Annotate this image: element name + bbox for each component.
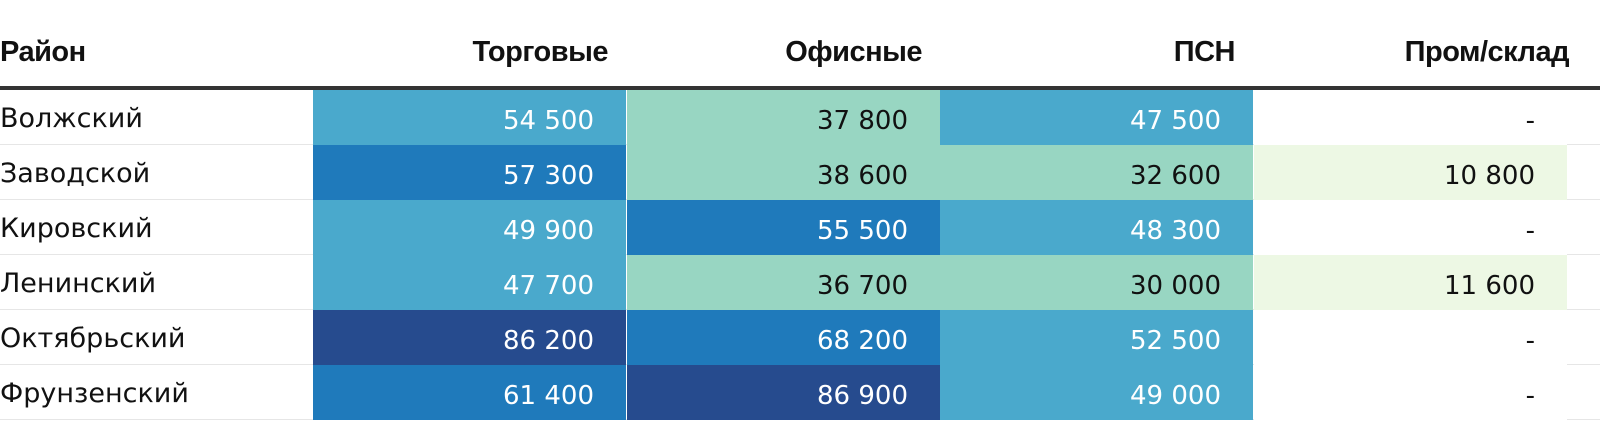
heat-cell-industrial: - <box>1254 310 1567 365</box>
column-header-office[interactable]: Офисные <box>785 36 922 68</box>
heat-cell-industrial: 11 600 <box>1254 255 1567 310</box>
heat-cell-psn: 30 000 <box>940 255 1253 310</box>
heat-cell-industrial: - <box>1254 365 1567 420</box>
heat-cell-office: 68 200 <box>627 310 940 365</box>
column-header-industrial[interactable]: Пром/склад <box>1404 36 1570 68</box>
row-label: Волжский <box>0 103 143 134</box>
heat-cell-retail: 86 200 <box>313 310 626 365</box>
row-label: Октябрьский <box>0 323 186 354</box>
heat-cell-psn: 49 000 <box>940 365 1253 420</box>
heat-cell-psn: 48 300 <box>940 200 1253 255</box>
heat-cell-office: 38 600 <box>627 145 940 200</box>
heat-cell-psn: 47 500 <box>940 90 1253 145</box>
heat-cell-office: 37 800 <box>627 90 940 145</box>
heat-cell-industrial: 10 800 <box>1254 145 1567 200</box>
heat-cell-retail: 49 900 <box>313 200 626 255</box>
heat-cell-psn: 52 500 <box>940 310 1253 365</box>
heat-cell-industrial: - <box>1254 90 1567 145</box>
table-row: Волжский 54 500 37 800 47 500- <box>0 90 1600 145</box>
row-label: Заводской <box>0 158 151 189</box>
table-row: Кировский 49 900 55 500 48 300- <box>0 200 1600 255</box>
heat-cell-retail: 61 400 <box>313 365 626 420</box>
table-row: Октябрьский 86 200 68 200 52 500- <box>0 310 1600 365</box>
row-label: Кировский <box>0 213 153 244</box>
row-label: Фрунзенский <box>0 378 189 409</box>
heat-cell-industrial: - <box>1254 200 1567 255</box>
heat-cell-office: 55 500 <box>627 200 940 255</box>
row-label: Ленинский <box>0 268 157 299</box>
column-header-district[interactable]: Район <box>0 36 86 68</box>
heat-cell-psn: 32 600 <box>940 145 1253 200</box>
table-row: Заводской 57 300 38 600 32 600 10 800 <box>0 145 1600 200</box>
table-row: Ленинский 47 700 36 700 30 000 11 600 <box>0 255 1600 310</box>
heat-cell-retail: 47 700 <box>313 255 626 310</box>
column-header-psn[interactable]: ПСН <box>1173 36 1236 68</box>
table-header: Район Торговые Офисные ПСН Пром/склад <box>0 0 1600 90</box>
heat-cell-retail: 57 300 <box>313 145 626 200</box>
heat-cell-retail: 54 500 <box>313 90 626 145</box>
column-header-retail[interactable]: Торговые <box>472 36 609 68</box>
heat-cell-office: 86 900 <box>627 365 940 420</box>
table-row: Фрунзенский 61 400 86 900 49 000- <box>0 365 1600 420</box>
heat-cell-office: 36 700 <box>627 255 940 310</box>
